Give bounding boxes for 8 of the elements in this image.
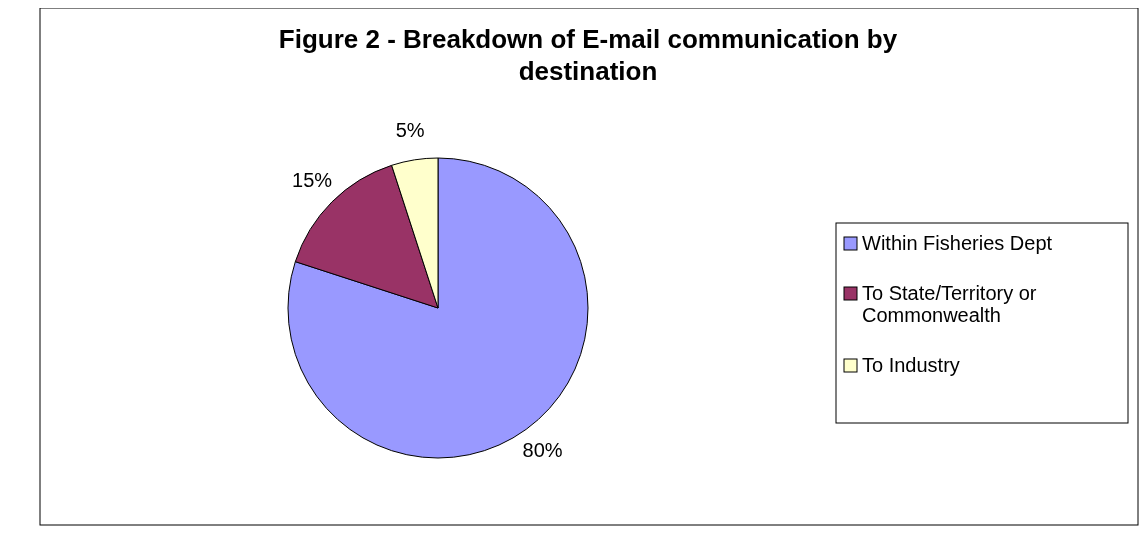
- chart-title: Figure 2 - Breakdown of E-mail communication by destination: [278, 24, 898, 86]
- pie-slice: [287, 157, 589, 459]
- data-label: 5%: [395, 119, 425, 142]
- data-label: 15%: [292, 169, 333, 192]
- legend-label: To State/Territory or Commonwealth: [862, 282, 1037, 327]
- legend-label: Within Fisheries Dept: [862, 232, 1053, 255]
- data-label: 80%: [522, 439, 563, 462]
- legend-label: To Industry: [862, 354, 960, 377]
